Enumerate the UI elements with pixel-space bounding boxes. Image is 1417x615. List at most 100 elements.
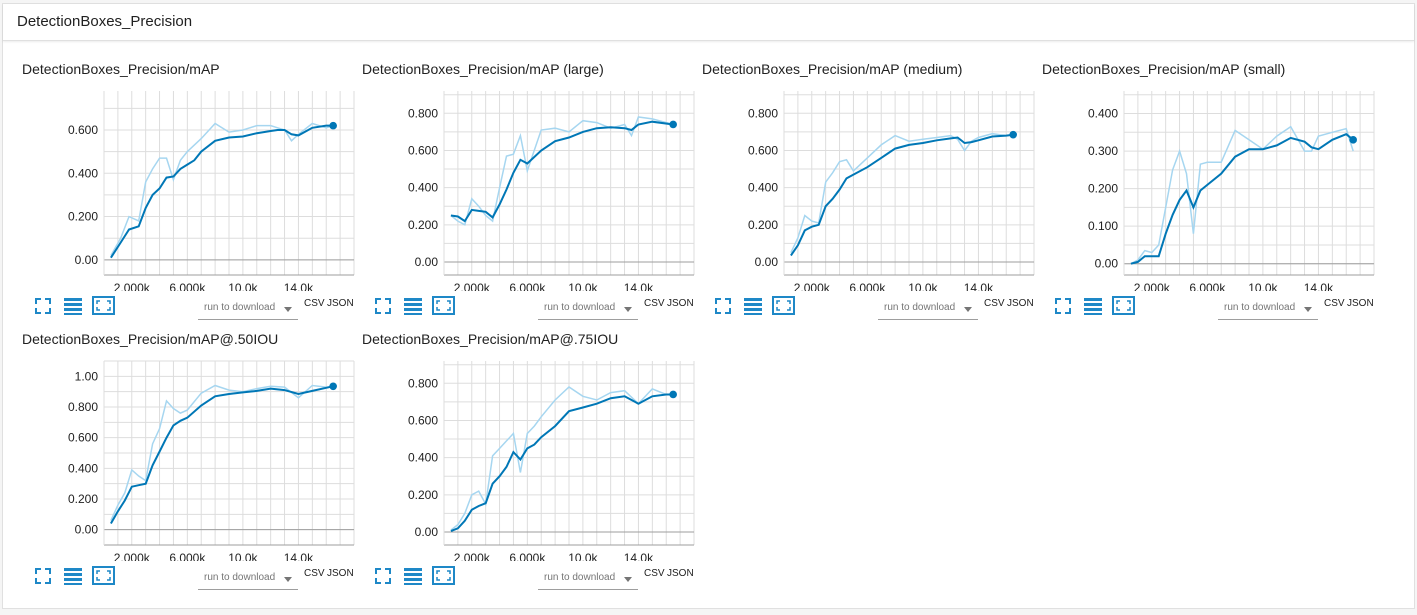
- data-table-icon[interactable]: [402, 565, 424, 587]
- csv-download-link[interactable]: CSV: [304, 568, 325, 579]
- x-tick-label: 2.000k: [794, 281, 831, 291]
- y-tick-label: 0.400: [1088, 107, 1118, 121]
- x-tick-label: 2.000k: [454, 281, 491, 291]
- run-select-placeholder: run to download: [1224, 302, 1296, 313]
- chart-toolbar: run to download CSV JSON: [366, 295, 694, 321]
- y-tick-label: 0.00: [415, 525, 439, 539]
- csv-download-link[interactable]: CSV: [984, 298, 1005, 309]
- series-endpoint[interactable]: [1349, 136, 1357, 144]
- y-tick-label: 0.400: [68, 166, 98, 180]
- chart-plot[interactable]: 0.00 0.200 0.400 0.600 0.800 2.000k 6.000k 10.0…: [342, 79, 702, 291]
- x-tick-label: 6.000k: [849, 281, 886, 291]
- fit-domain-icon[interactable]: [1052, 295, 1074, 317]
- series-line-smoothed: [450, 120, 674, 223]
- csv-download-link[interactable]: CSV: [644, 568, 665, 579]
- chart-plot[interactable]: 0.00 0.200 0.400 0.600 0.800 1.00 2.000k 6.000k…: [2, 349, 362, 561]
- chevron-down-icon: [964, 307, 972, 312]
- y-tick-label: 0.400: [748, 181, 778, 195]
- chart-panel: DetectionBoxes_Precision/mAP@.50IOU 0.00 0…: [2, 325, 355, 595]
- y-tick-label: 0.200: [408, 218, 438, 232]
- y-tick-label: 0.600: [68, 123, 98, 137]
- csv-download-link[interactable]: CSV: [304, 298, 325, 309]
- y-tick-label: 0.200: [748, 218, 778, 232]
- fit-domain-icon[interactable]: [712, 295, 734, 317]
- card-header[interactable]: DetectionBoxes_Precision: [3, 4, 1414, 41]
- series-line-smoothed: [1130, 133, 1354, 265]
- y-tick-label: 0.800: [68, 400, 98, 414]
- expand-icon[interactable]: [92, 295, 116, 317]
- expand-icon[interactable]: [1112, 295, 1136, 317]
- data-table-icon[interactable]: [1082, 295, 1104, 317]
- series-endpoint[interactable]: [669, 120, 677, 129]
- chart-plot[interactable]: 0.00 0.200 0.400 0.600 2.000k 6.000k 10.0k 14.0…: [2, 79, 362, 291]
- y-tick-label: 0.600: [408, 413, 438, 427]
- series-line-raw: [450, 116, 674, 226]
- x-tick-label: 2.000k: [114, 281, 151, 291]
- y-tick-label: 0.800: [748, 106, 778, 120]
- data-table-icon[interactable]: [742, 295, 764, 317]
- run-select[interactable]: run to download: [878, 297, 978, 320]
- data-table-icon[interactable]: [402, 295, 424, 317]
- expand-icon[interactable]: [432, 295, 456, 317]
- json-download-link[interactable]: JSON: [327, 568, 354, 579]
- chart-toolbar: run to download CSV JSON: [366, 565, 694, 591]
- x-tick-label: 6.000k: [1189, 281, 1226, 291]
- csv-download-link[interactable]: CSV: [644, 298, 665, 309]
- data-table-icon[interactable]: [62, 295, 84, 317]
- run-select-placeholder: run to download: [544, 572, 616, 583]
- x-tick-label: 14.0k: [964, 281, 994, 291]
- csv-download-link[interactable]: CSV: [1324, 298, 1345, 309]
- run-select[interactable]: run to download: [538, 567, 638, 590]
- x-tick-label: 10.0k: [1248, 281, 1278, 291]
- y-tick-label: 0.600: [408, 143, 438, 157]
- y-tick-label: 0.00: [755, 255, 779, 269]
- x-tick-label: 6.000k: [169, 551, 206, 561]
- expand-icon[interactable]: [772, 295, 796, 317]
- x-tick-label: 2.000k: [1134, 281, 1171, 291]
- y-tick-label: 0.00: [1095, 257, 1119, 271]
- fit-domain-icon[interactable]: [372, 565, 394, 587]
- x-tick-label: 10.0k: [908, 281, 938, 291]
- json-download-link[interactable]: JSON: [1007, 298, 1034, 309]
- y-tick-label: 0.400: [68, 461, 98, 475]
- series-endpoint[interactable]: [669, 390, 677, 399]
- y-tick-label: 0.400: [408, 451, 438, 465]
- series-line-smoothed: [110, 385, 334, 524]
- chart-title: DetectionBoxes_Precision/mAP@.75IOU: [362, 331, 619, 347]
- card-title: DetectionBoxes_Precision: [17, 13, 193, 30]
- y-tick-label: 0.600: [748, 143, 778, 157]
- expand-icon[interactable]: [432, 565, 456, 587]
- fit-domain-icon[interactable]: [32, 565, 54, 587]
- run-select[interactable]: run to download: [198, 297, 298, 320]
- series-line-smoothed: [110, 124, 334, 259]
- y-tick-label: 1.00: [75, 369, 99, 383]
- json-download-link[interactable]: JSON: [667, 298, 694, 309]
- expand-icon[interactable]: [92, 565, 116, 587]
- x-tick-label: 6.000k: [509, 281, 546, 291]
- series-line-raw: [110, 122, 334, 256]
- run-select[interactable]: run to download: [198, 567, 298, 590]
- chart-toolbar: run to download CSV JSON: [706, 295, 1034, 321]
- chart-plot[interactable]: 0.00 0.200 0.400 0.600 0.800 2.000k 6.000k 10.0…: [342, 349, 702, 561]
- fit-domain-icon[interactable]: [372, 295, 394, 317]
- chart-panel: DetectionBoxes_Precision/mAP 0.00 0.200 0.4…: [2, 55, 355, 325]
- series-endpoint[interactable]: [329, 382, 337, 391]
- json-download-link[interactable]: JSON: [667, 568, 694, 579]
- json-download-link[interactable]: JSON: [327, 298, 354, 309]
- chart-plot[interactable]: 0.00 0.100 0.200 0.300 0.400 2.000k 6.000k 10.0…: [1022, 79, 1382, 291]
- chart-panel: DetectionBoxes_Precision/mAP (large) 0.00…: [342, 55, 695, 325]
- x-tick-label: 14.0k: [1304, 281, 1334, 291]
- run-select[interactable]: run to download: [538, 297, 638, 320]
- chart-toolbar: run to download CSV JSON: [26, 295, 354, 321]
- json-download-link[interactable]: JSON: [1347, 298, 1374, 309]
- fit-domain-icon[interactable]: [32, 295, 54, 317]
- chart-plot[interactable]: 0.00 0.200 0.400 0.600 0.800 2.000k 6.000k 10.0…: [682, 79, 1042, 291]
- run-select[interactable]: run to download: [1218, 297, 1318, 320]
- data-table-icon[interactable]: [62, 565, 84, 587]
- chart-title: DetectionBoxes_Precision/mAP@.50IOU: [22, 331, 279, 347]
- y-tick-label: 0.100: [1088, 219, 1118, 233]
- chart-title: DetectionBoxes_Precision/mAP (medium): [702, 61, 963, 77]
- series-endpoint[interactable]: [329, 121, 337, 130]
- series-line-raw: [450, 386, 674, 531]
- series-endpoint[interactable]: [1009, 130, 1017, 139]
